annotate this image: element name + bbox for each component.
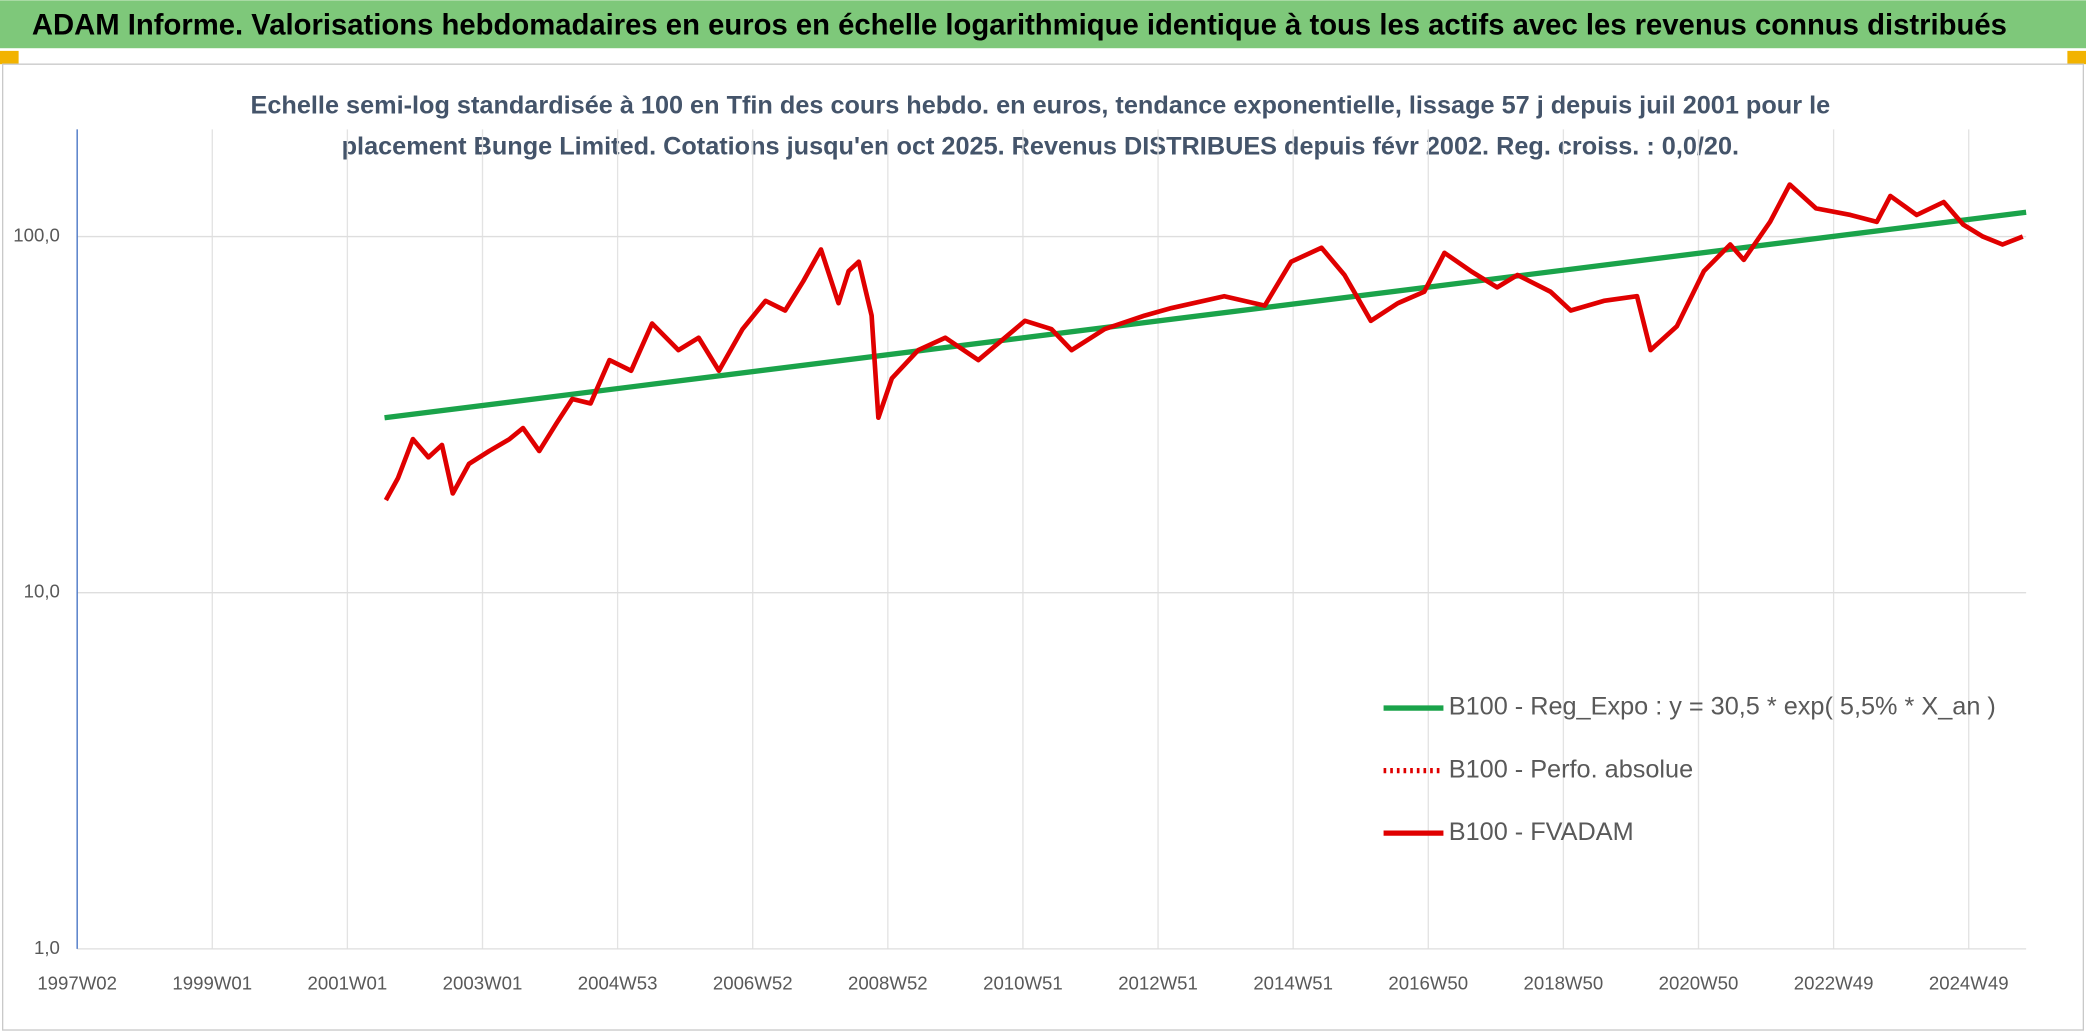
x-tick-label: 2012W51 xyxy=(1118,973,1198,994)
x-tick-label: 2024W49 xyxy=(1929,973,2009,994)
chart-subtitle: Echelle semi-log standardisée à 100 en T… xyxy=(251,91,1831,119)
x-tick-label: 1997W02 xyxy=(37,973,117,994)
x-tick-label: 1999W01 xyxy=(172,973,252,994)
y-tick-label: 1,0 xyxy=(34,937,60,958)
chart-subtitle: placement Bunge Limited. Cotations jusqu… xyxy=(342,133,1739,161)
x-tick-label: 2004W53 xyxy=(578,973,658,994)
legend-label: B100 - Reg_Expo : y = 30,5 * exp( 5,5% *… xyxy=(1449,693,1996,721)
title-banner xyxy=(0,0,2086,49)
corner-marker xyxy=(2067,50,2086,65)
legend-label: B100 - Perfo. absolue xyxy=(1449,755,1693,783)
x-tick-label: 2018W50 xyxy=(1524,973,1604,994)
y-tick-label: 10,0 xyxy=(24,581,60,602)
x-tick-label: 2001W01 xyxy=(308,973,388,994)
chart-frame xyxy=(1,63,2085,1031)
y-tick-label: 100,0 xyxy=(13,224,60,245)
x-tick-label: 2003W01 xyxy=(443,973,523,994)
x-tick-label: 2014W51 xyxy=(1253,973,1333,994)
corner-marker xyxy=(0,50,19,65)
x-tick-label: 2020W50 xyxy=(1659,973,1739,994)
x-tick-label: 2016W50 xyxy=(1388,973,1468,994)
plot-area: 1997W02 1999W01 2001W01 2003W01 2004W53 2006W… xyxy=(13,129,2027,994)
series-line xyxy=(383,182,2024,502)
page-title: ADAM Informe. Valorisations hebdomadaire… xyxy=(32,10,2007,42)
x-tick-label: 2008W52 xyxy=(848,973,928,994)
legend-label: B100 - FVADAM xyxy=(1449,818,1634,846)
x-tick-label: 2010W51 xyxy=(983,973,1063,994)
x-tick-label: 2006W52 xyxy=(713,973,793,994)
x-tick-label: 2022W49 xyxy=(1794,973,1874,994)
